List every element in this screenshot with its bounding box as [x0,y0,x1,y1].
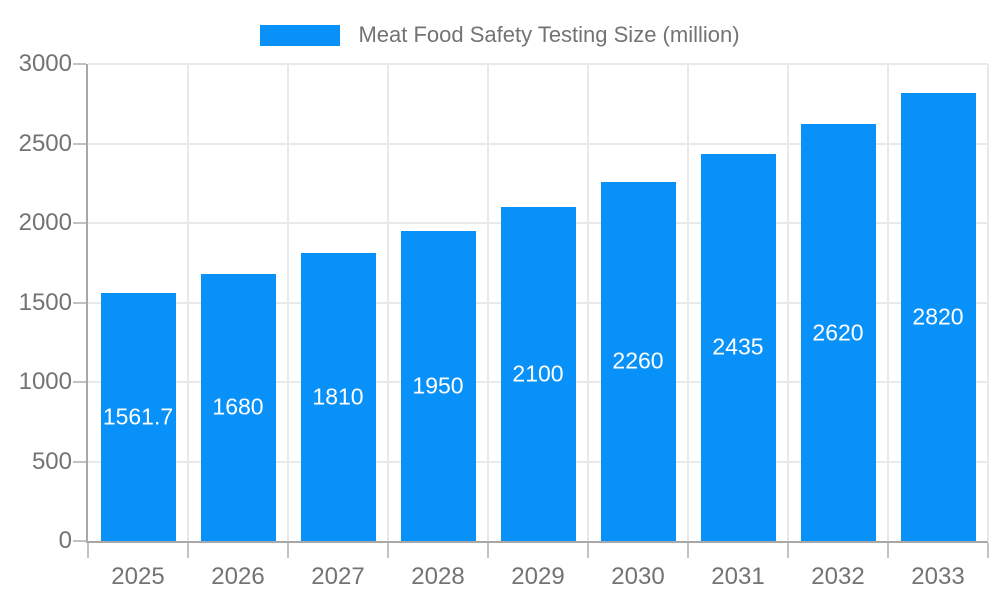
v-gridline [687,64,689,541]
bar-2031: 2435 [700,153,776,541]
bar-value-label: 1680 [212,393,264,420]
x-axis-tick-label: 2033 [911,563,965,590]
bar-2032: 2620 [800,124,876,541]
bar-2027: 1810 [300,253,376,541]
h-gridline [88,63,988,65]
x-tick-mark [287,543,289,558]
y-axis-tick-label: 1500 [18,288,72,316]
y-axis-tick-label: 2500 [18,129,72,157]
bar-2033: 2820 [900,92,976,541]
x-tick-mark [887,543,889,558]
y-tick-mark [73,142,86,145]
bar-value-label: 2435 [712,333,764,360]
x-axis-tick-label: 2032 [811,563,865,590]
bar-2025: 1561.7 [100,292,176,541]
plot-area: 1561.7 1680 1810 1950 2100 2260 2435 2620 2820 [73,63,989,558]
x-axis-tick-label: 2031 [711,563,765,590]
y-tick-mark [73,222,86,224]
legend-swatch-icon [260,24,341,46]
y-tick-mark [73,540,86,542]
legend-label: Meat Food Safety Testing Size (million) [358,22,740,47]
x-axis-tick-label: 2027 [311,563,365,590]
x-tick-mark [687,543,689,558]
x-axis-tick-label: 2029 [511,563,565,590]
bar-value-label: 1561.7 [102,403,174,430]
v-gridline [487,64,489,541]
y-tick-mark [73,460,86,463]
v-gridline [287,64,289,541]
legend[interactable]: Meat Food Safety Testing Size (million) [0,22,1000,48]
bar-value-label: 2620 [812,319,864,346]
x-tick-mark [387,543,389,558]
y-axis-tick-label: 2000 [18,209,72,236]
x-axis-tick-label: 2025 [111,563,165,590]
y-tick-mark [73,301,86,304]
y-axis-tick-label: 0 [58,527,72,554]
bar-value-label: 2820 [912,303,964,330]
x-axis-line [86,541,988,543]
x-tick-mark [187,543,189,558]
x-axis-tick-label: 2030 [611,563,665,590]
h-gridline [88,142,988,145]
bar-value-label: 2260 [612,347,664,374]
x-tick-mark [587,543,589,558]
bar-2029: 2100 [500,207,576,541]
x-axis-tick-label: 2026 [211,563,265,590]
x-tick-mark [87,543,89,558]
x-axis-tick-label: 2028 [411,563,465,590]
x-tick-mark [987,543,989,558]
y-tick-mark [73,63,86,65]
v-gridline [887,64,889,541]
v-gridline [587,64,589,541]
bar-value-label: 1950 [412,372,464,399]
v-gridline [787,64,789,541]
y-tick-mark [73,381,86,383]
y-axis-tick-label: 1000 [18,368,72,395]
v-gridline [187,64,189,541]
bar-2030: 2260 [600,181,676,541]
y-axis-tick-label: 3000 [18,50,72,77]
v-gridline [987,64,989,541]
x-tick-mark [487,543,489,558]
bar-value-label: 2100 [512,360,564,387]
y-axis-tick-label: 500 [31,447,72,475]
bar-value-label: 1810 [312,383,364,410]
y-axis-line [86,64,88,543]
bar-2026: 1680 [200,273,276,541]
x-tick-mark [787,543,789,558]
v-gridline [387,64,389,541]
bar-2028: 1950 [400,230,476,541]
